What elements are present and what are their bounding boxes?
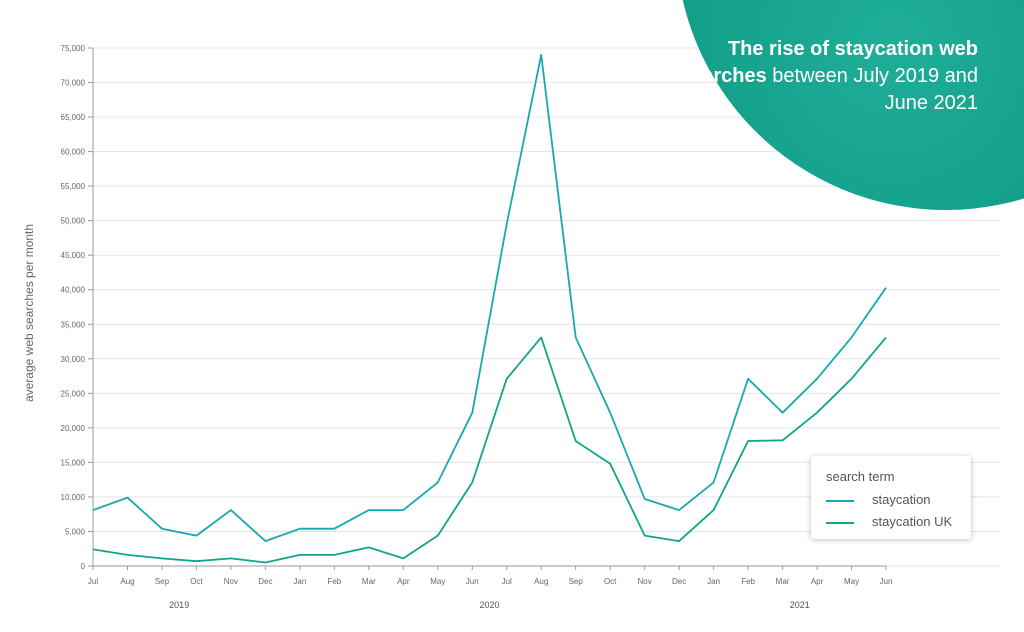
legend-title: search term [826,469,895,484]
y-tick-label: 55,000 [61,182,86,191]
x-tick-label: Jan [707,577,720,586]
y-tick-label: 30,000 [61,355,86,364]
x-tick-label: Aug [120,577,134,586]
legend-label-staycation: staycation [872,492,931,507]
y-tick-label: 20,000 [61,424,86,433]
y-tick-label: 40,000 [61,286,86,295]
title-bold-text: The rise of staycation web searches [679,38,978,87]
legend-swatch-staycation-uk [826,522,854,524]
x-tick-label: Nov [638,577,652,586]
y-tick-label: 5,000 [65,527,86,536]
y-tick-label: 25,000 [61,389,86,398]
y-tick-label: 50,000 [61,217,86,226]
legend: search term staycation staycation UK [811,456,971,539]
year-label: 2021 [790,600,810,610]
x-tick-label: Dec [672,577,686,586]
y-tick-label: 15,000 [61,458,86,467]
x-tick-label: Oct [190,577,203,586]
series-line-staycation-uk [92,336,887,564]
x-tick-label: Jul [502,577,512,586]
y-tick-label: 60,000 [61,148,86,157]
y-tick-label: 10,000 [61,493,86,502]
y-tick-label: 35,000 [61,320,86,329]
series-line-staycation [92,54,887,542]
x-tick-label: Dec [258,577,272,586]
x-tick-label: Jun [880,577,893,586]
chart-title: The rise of staycation web searches betw… [658,36,978,117]
y-tick-label: 0 [81,562,86,571]
y-tick-label: 65,000 [61,113,86,122]
year-label: 2019 [169,600,189,610]
x-tick-label: Jun [466,577,479,586]
x-tick-label: Oct [604,577,617,586]
x-tick-label: Sep [155,577,170,586]
y-axis-label: average web searches per month [22,224,36,402]
axis-labels: 0 5,000 10,000 15,000 20,000 25,000 30,000 35,0… [61,44,893,610]
x-tick-label: Aug [534,577,548,586]
axes [88,47,887,570]
series-lines [92,54,887,564]
x-tick-label: May [430,577,445,586]
x-tick-label: May [844,577,859,586]
x-tick-label: Jan [293,577,306,586]
x-tick-label: Mar [362,577,376,586]
title-normal-text: between July 2019 and June 2021 [772,65,978,114]
legend-swatch-staycation [826,500,854,502]
x-tick-label: Feb [327,577,341,586]
y-tick-label: 70,000 [61,79,86,88]
x-tick-label: Feb [741,577,755,586]
x-tick-label: Nov [224,577,238,586]
x-tick-label: Apr [397,577,410,586]
x-tick-label: Sep [569,577,584,586]
y-tick-label: 75,000 [61,44,86,53]
x-tick-label: Apr [811,577,824,586]
legend-label-staycation-uk: staycation UK [872,514,953,529]
x-tick-label: Jul [88,577,98,586]
year-label: 2020 [479,600,499,610]
x-tick-label: Mar [776,577,790,586]
y-tick-label: 45,000 [61,251,86,260]
